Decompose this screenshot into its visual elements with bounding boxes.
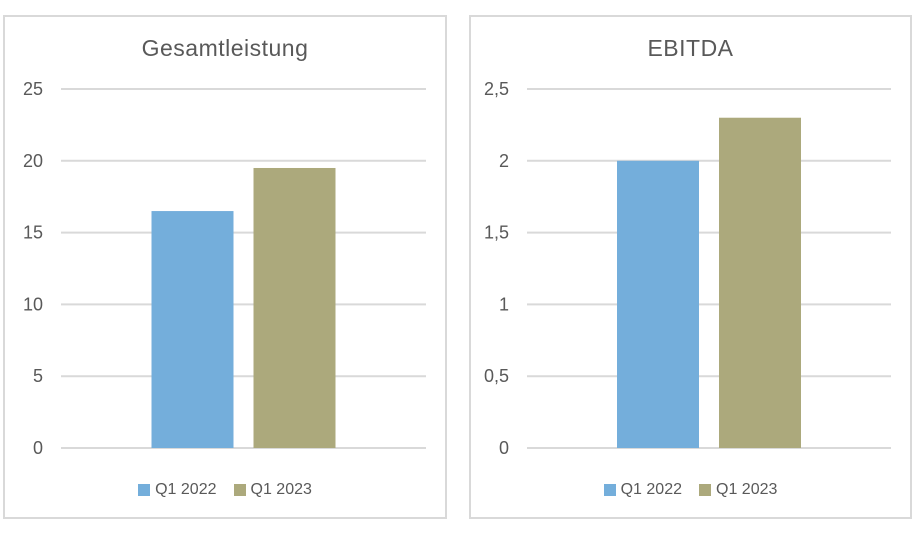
chart-panel-ebitda[interactable]: EBITDA 0 0,5 1 1,5 2 2,5 Q1 2022 Q1 2023 (469, 15, 912, 519)
legend-swatch-q1-2022 (603, 484, 616, 496)
legend-label-q1-2023: Q1 2023 (250, 481, 312, 498)
legend-label-q1-2022: Q1 2022 (620, 481, 682, 498)
y-tick-label: 10 (23, 294, 43, 314)
legend-item-q1-2023[interactable]: Q1 2023 (699, 481, 777, 499)
bar-q1-2023[interactable] (719, 117, 801, 448)
legend-item-q1-2022[interactable]: Q1 2022 (603, 481, 682, 499)
y-tick-label: 1,5 (484, 223, 509, 243)
y-tick-label: 0,5 (484, 366, 509, 386)
bar-q1-2023[interactable] (253, 167, 336, 449)
y-tick-label: 0 (499, 438, 509, 458)
y-tick-label: 0 (33, 438, 43, 458)
legend-label-q1-2022: Q1 2022 (155, 481, 217, 498)
legend: Q1 2022 Q1 2023 (471, 481, 910, 499)
y-tick-label: 1 (499, 294, 509, 314)
legend-swatch-q1-2023 (699, 484, 711, 496)
chart-title: EBITDA (647, 35, 734, 61)
y-tick-label: 20 (23, 151, 43, 171)
bar-q1-2022[interactable] (151, 211, 234, 448)
y-tick-label: 5 (33, 366, 43, 386)
y-tick-label: 2,5 (484, 79, 509, 99)
legend-label-q1-2023: Q1 2023 (716, 481, 778, 498)
plot-area: 0 5 10 15 20 25 (23, 79, 426, 458)
y-tick-label: 15 (23, 223, 43, 243)
chart-panel-gesamtleistung[interactable]: Gesamtleistung 0 5 10 15 20 25 Q1 2022 Q1 202… (3, 15, 447, 519)
legend-swatch-q1-2022 (138, 484, 151, 496)
legend-item-q1-2022[interactable]: Q1 2022 (138, 481, 217, 499)
plot-area: 0 0,5 1 1,5 2 2,5 (484, 79, 891, 458)
legend-item-q1-2023[interactable]: Q1 2023 (233, 481, 312, 499)
y-tick-label: 2 (499, 151, 509, 171)
legend: Q1 2022 Q1 2023 (5, 481, 445, 499)
bar-q1-2022[interactable] (617, 160, 699, 449)
chart-title: Gesamtleistung (141, 35, 309, 61)
legend-swatch-q1-2023 (233, 484, 246, 496)
y-tick-label: 25 (23, 79, 43, 99)
